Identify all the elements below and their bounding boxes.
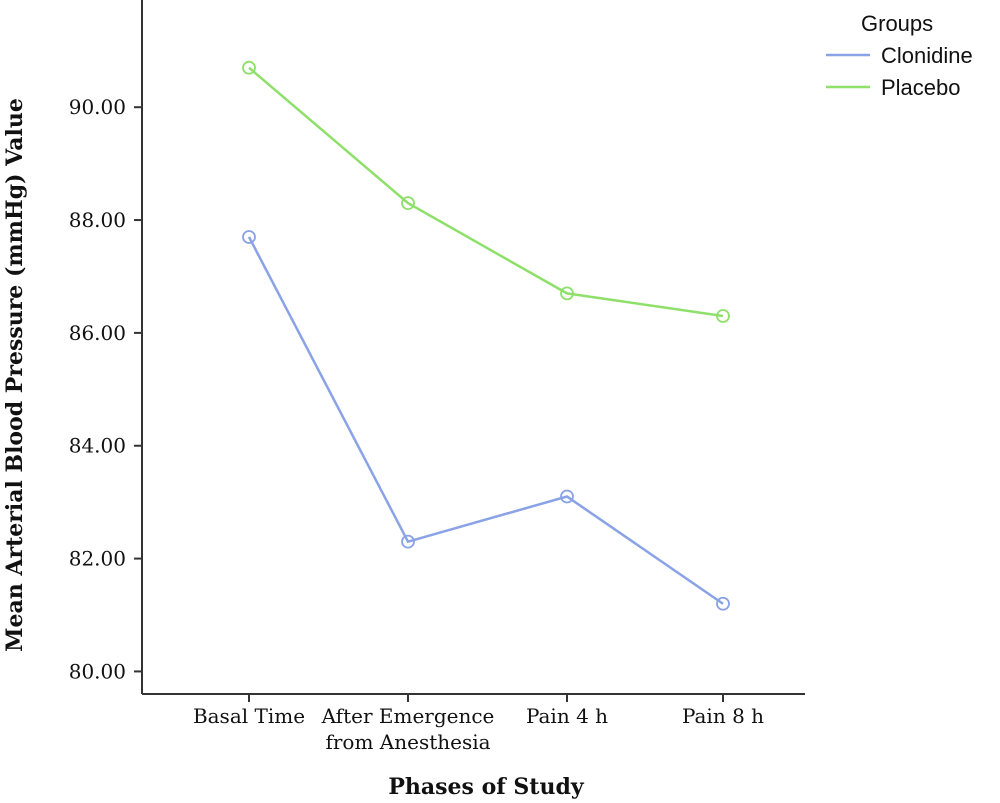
data-point [560,489,574,504]
axes [141,0,805,695]
series-placebo [242,60,730,323]
x-tick-label: from Anesthesia [325,730,490,754]
y-tick-label: 90.00 [69,95,126,119]
y-tick-label: 88.00 [69,208,126,232]
series-clonidine [242,230,730,611]
legend-label: Clonidine [881,43,973,68]
data-point [401,196,415,211]
x-tick-label: Pain 4 h [526,704,608,728]
legend-items: Clonidine Placebo [826,43,973,100]
legend-title: Groups [861,11,933,36]
y-tick-label: 82.00 [69,547,126,571]
y-tick-label: 80.00 [69,659,126,683]
data-point [401,534,415,549]
series-layer [242,60,730,611]
series-line [248,66,724,318]
x-tick-label: Pain 8 h [682,704,764,728]
y-tick-label: 86.00 [69,321,126,345]
x-tick-label: Basal Time [193,704,305,728]
y-axis-title: Mean Arterial Blood Pressure (mmHg) Valu… [2,98,28,652]
legend: Groups Clonidine Placebo [826,11,973,100]
x-axis-title: Phases of Study [388,774,584,800]
legend-label: Placebo [881,75,961,100]
data-point [242,230,256,244]
data-point [716,596,730,611]
data-point [242,60,256,75]
y-tick-label: 84.00 [69,434,126,458]
x-tick-label: After Emergence [321,704,495,728]
data-point [716,309,730,323]
y-ticks: 80.00 82.00 84.00 86.00 88.00 90.00 [69,95,142,683]
series-line [247,236,724,605]
data-point [560,286,574,301]
